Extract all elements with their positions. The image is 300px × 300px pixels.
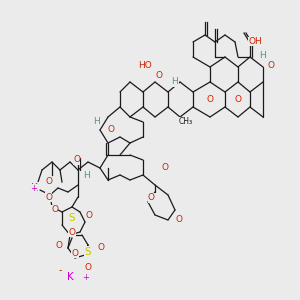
- Text: K: K: [31, 183, 38, 193]
- Text: O: O: [85, 211, 92, 220]
- Text: +: +: [82, 273, 89, 282]
- Text: O: O: [73, 155, 80, 164]
- Text: O: O: [235, 95, 242, 104]
- Text: S: S: [69, 213, 75, 223]
- Text: -: -: [58, 265, 62, 275]
- Text: H: H: [260, 50, 266, 59]
- Text: H: H: [93, 118, 100, 127]
- Text: +: +: [30, 184, 37, 193]
- Text: O: O: [68, 228, 76, 237]
- Text: CH₃: CH₃: [179, 118, 193, 127]
- Text: OH: OH: [248, 37, 262, 46]
- Text: O: O: [175, 215, 182, 224]
- Text: O: O: [85, 263, 92, 272]
- Text: O: O: [155, 70, 162, 80]
- Text: O: O: [45, 178, 52, 187]
- Text: O: O: [45, 193, 52, 202]
- Text: H: H: [172, 77, 178, 86]
- Text: HO: HO: [138, 61, 152, 70]
- Text: O: O: [71, 249, 79, 258]
- Text: O: O: [51, 206, 58, 214]
- Text: K: K: [67, 272, 73, 282]
- Text: S: S: [85, 247, 91, 257]
- Text: O: O: [148, 194, 155, 202]
- Text: O: O: [162, 164, 169, 172]
- Text: O: O: [98, 244, 105, 253]
- Text: O: O: [268, 61, 275, 70]
- Text: O: O: [206, 95, 214, 104]
- Text: O: O: [55, 241, 62, 250]
- Text: H: H: [83, 170, 90, 179]
- Text: O: O: [108, 125, 115, 134]
